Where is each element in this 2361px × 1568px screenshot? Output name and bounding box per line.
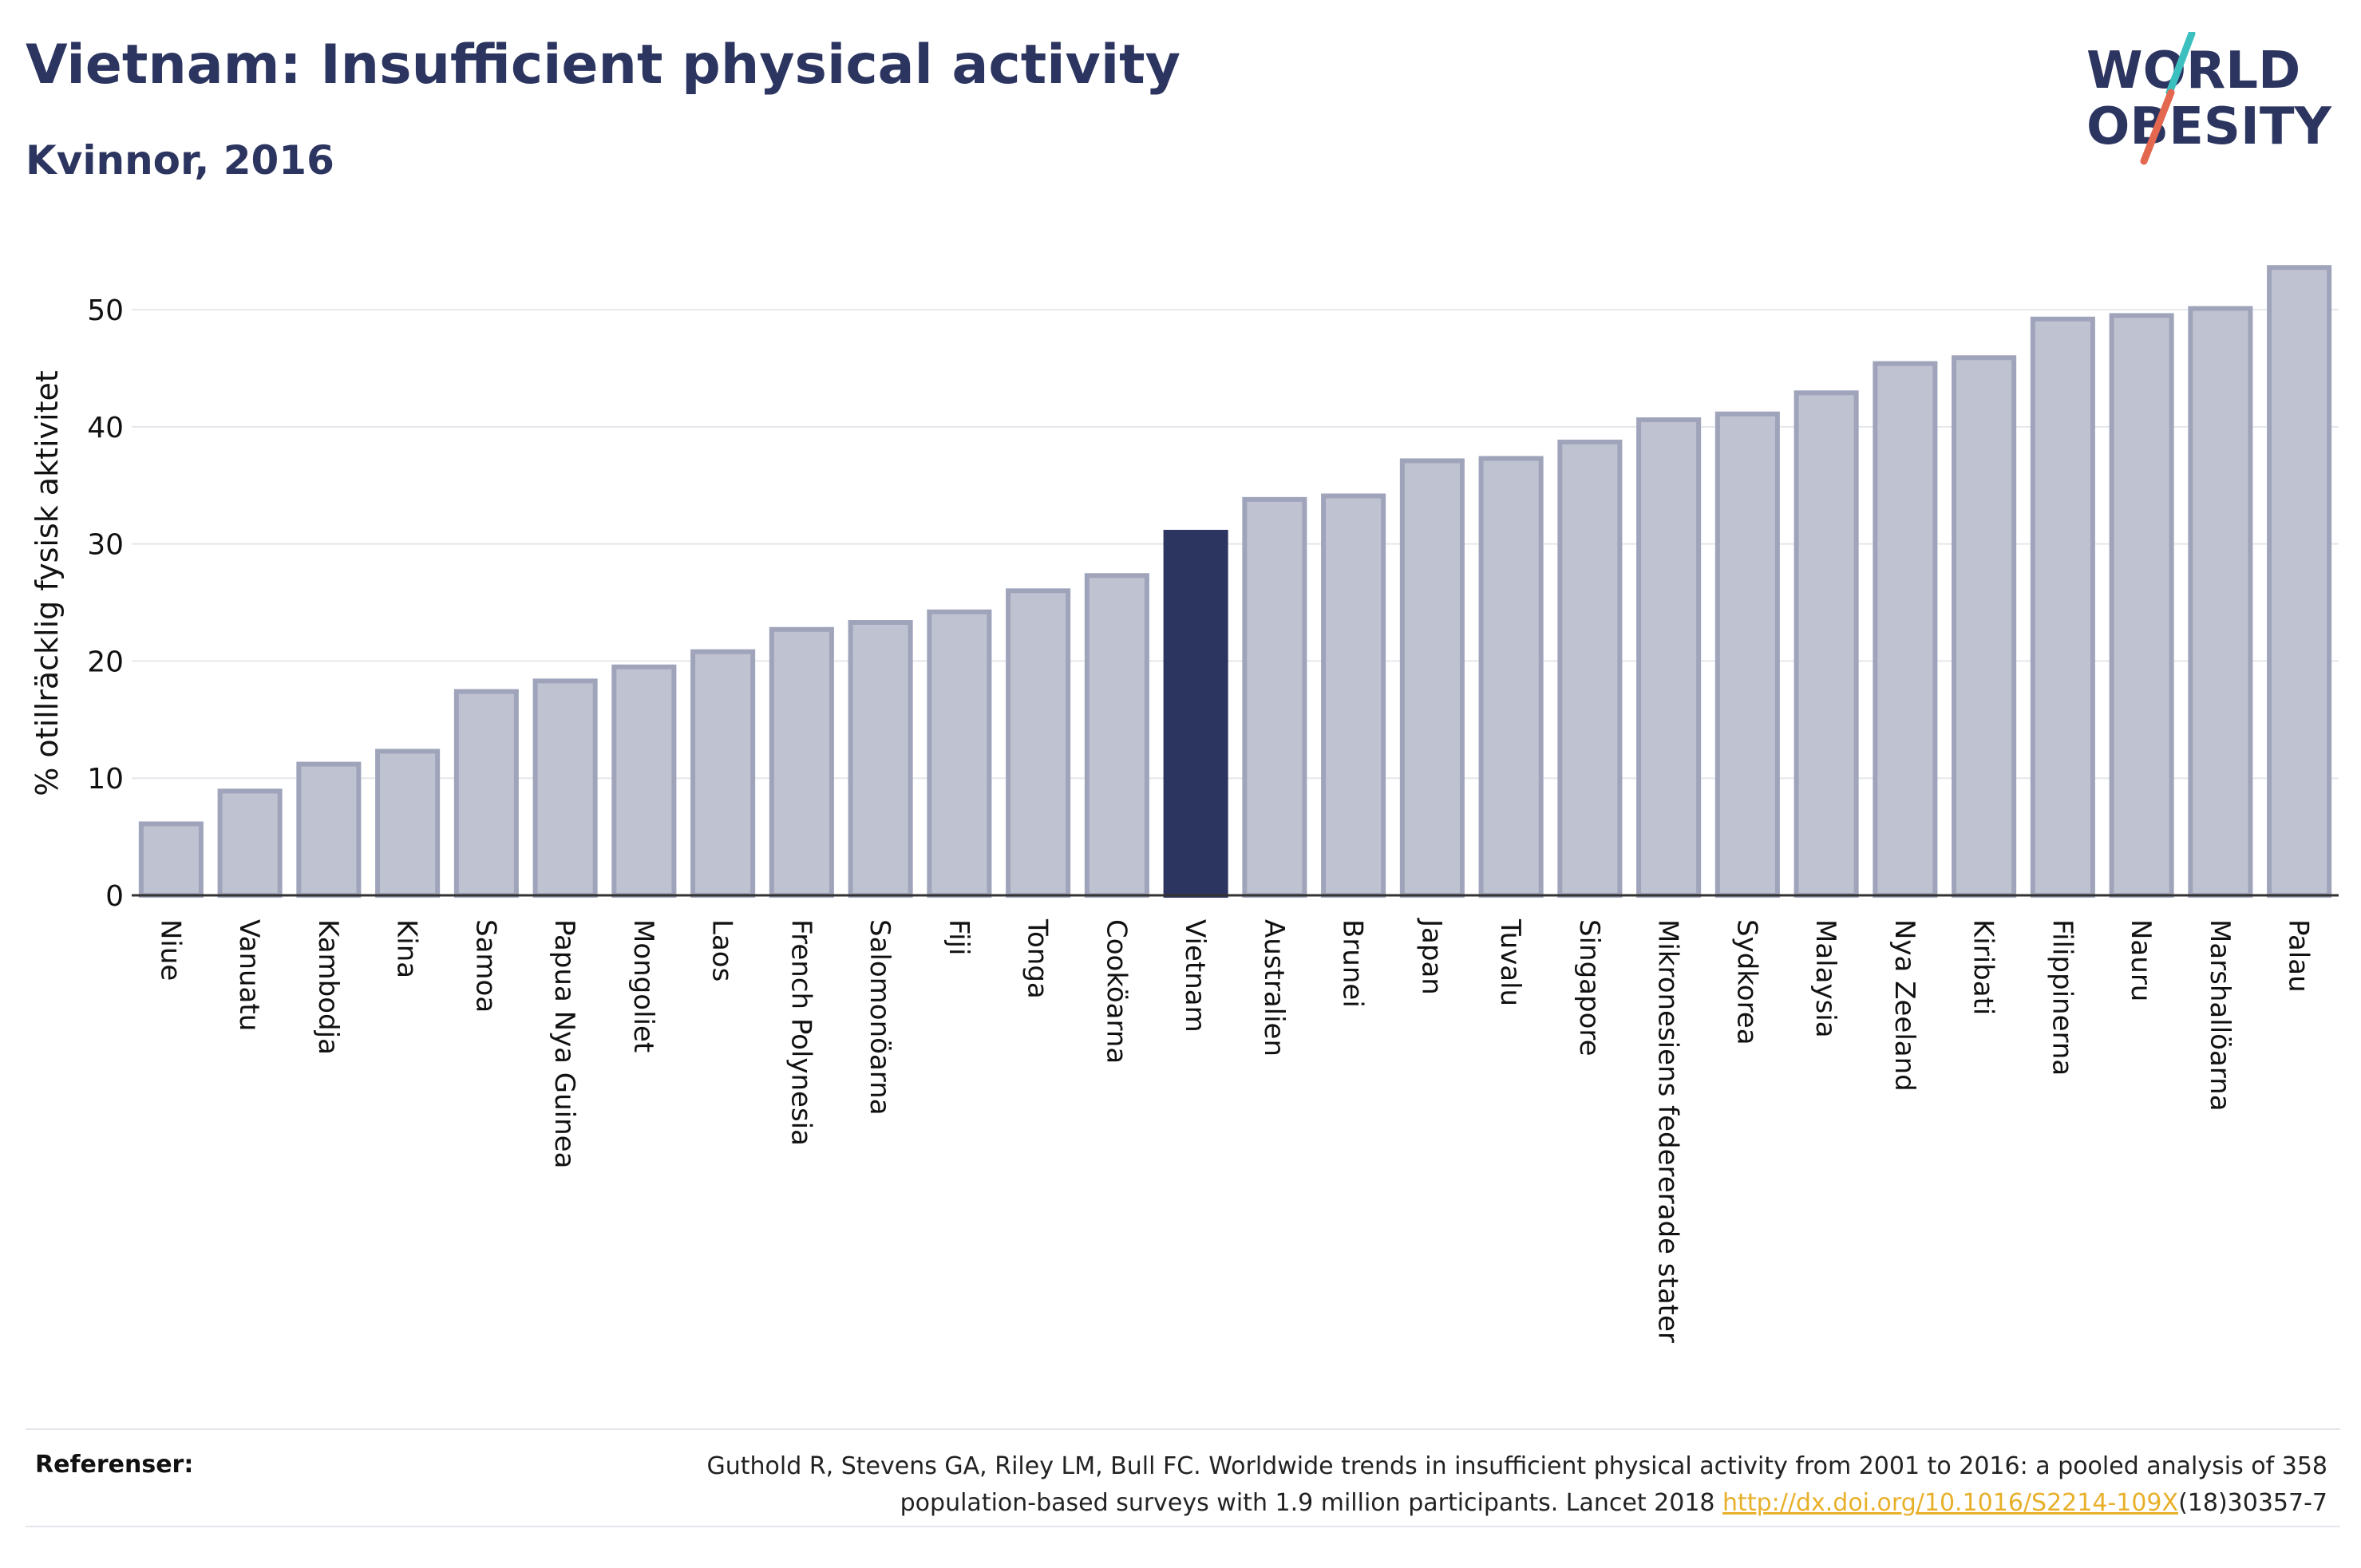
- references-label: Referenser:: [35, 1451, 194, 1479]
- bar-laos: [690, 649, 756, 899]
- reference-line-2: population-based surveys with 1.9 millio…: [900, 1489, 1723, 1517]
- x-tick-label: Nya Zeeland: [1888, 919, 1920, 1092]
- x-axis-labels: Niue Vanuatu Kambodja Kina Samoa Papua Nya Gu…: [154, 918, 2314, 1343]
- bar-sydkorea: [1714, 411, 1780, 898]
- y-axis-ticks: 0 10 20 30 40 50: [87, 294, 124, 913]
- doi-link[interactable]: http://dx.doi.org/10.1016/S2214-109X: [1722, 1489, 2179, 1517]
- chart-title: Vietnam: Insufficient physical activity: [26, 34, 1180, 97]
- bar-australien: [1242, 496, 1307, 898]
- y-tick-label: 10: [87, 763, 124, 796]
- x-tick-label: Malaysia: [1809, 919, 1841, 1038]
- bar-vietnam: [1163, 529, 1228, 898]
- bar-brunei: [1321, 493, 1386, 898]
- x-tick-label: Mongoliet: [627, 919, 659, 1053]
- bar-tuvalu: [1478, 456, 1544, 898]
- chart-subtitle: Kvinnor, 2016: [26, 137, 334, 184]
- x-tick-label: Australien: [1258, 919, 1290, 1057]
- x-tick-label: Filippinerna: [2046, 919, 2078, 1076]
- y-tick-label: 20: [87, 646, 124, 678]
- bar-palau: [2267, 265, 2332, 898]
- x-tick-label: French Polynesia: [785, 919, 817, 1146]
- y-axis-label: % otillräcklig fysisk aktivitet: [30, 370, 65, 796]
- bars: [138, 265, 2332, 899]
- bar-malaysia: [1793, 390, 1859, 898]
- x-tick-label: Fiji: [943, 919, 975, 955]
- bar-kiribati: [1952, 355, 2017, 898]
- x-tick-label: Kambodja: [312, 919, 344, 1055]
- x-tick-label: Kina: [391, 919, 423, 978]
- bar-papua-nya-guinea: [532, 678, 598, 898]
- y-tick-label: 30: [87, 529, 124, 562]
- x-tick-label: Samoa: [469, 919, 501, 1013]
- x-tick-label: Japan: [1415, 918, 1447, 995]
- bar-french-polynesia: [769, 626, 834, 899]
- footer-divider-bottom: [26, 1526, 2340, 1527]
- bar-samoa: [453, 689, 519, 898]
- reference-line-1: Guthold R, Stevens GA, Riley LM, Bull FC…: [706, 1452, 2327, 1480]
- x-tick-label: Palau: [2283, 919, 2315, 993]
- y-tick-label: 0: [105, 880, 124, 913]
- logo-text-world: WORLD: [2086, 41, 2300, 101]
- x-tick-label: Laos: [706, 919, 738, 981]
- bar-vanuatu: [217, 788, 283, 898]
- x-tick-label: Sydkorea: [1730, 919, 1762, 1045]
- footer-divider-top: [26, 1428, 2340, 1430]
- bar-chart: 0 10 20 30 40 50 Niue Vanuatu Kambodja Kina Samoa…: [30, 265, 2339, 1343]
- x-tick-label: Salomonöarna: [864, 919, 896, 1116]
- x-tick-label: Tonga: [1022, 918, 1054, 999]
- bar-fiji: [927, 609, 992, 898]
- bar-mongoliet: [611, 664, 677, 899]
- x-tick-label: Vanuatu: [233, 919, 265, 1031]
- x-tick-label: Tuvalu: [1494, 918, 1526, 1006]
- y-tick-label: 50: [87, 294, 124, 327]
- y-tick-label: 40: [87, 412, 124, 444]
- x-tick-label: Niue: [154, 919, 186, 981]
- x-tick-label: Marshallöarna: [2204, 919, 2236, 1112]
- x-tick-label: Brunei: [1337, 919, 1369, 1008]
- logo-slash-teal: [2165, 32, 2196, 97]
- bar-mikronesiens-federerade-stater: [1636, 417, 1702, 898]
- world-obesity-logo: WORLD OBESITY: [2086, 32, 2331, 165]
- logo-slash-red: [2140, 89, 2175, 165]
- bar-marshallöarna: [2188, 306, 2253, 898]
- bar-niue: [138, 821, 204, 898]
- bar-japan: [1399, 458, 1465, 898]
- bar-salomonöarna: [848, 619, 913, 898]
- logo-text-obesity: OBESITY: [2086, 97, 2331, 156]
- x-tick-label: Vietnam: [1179, 919, 1211, 1033]
- reference-line-3: (18)30357-7: [2178, 1489, 2327, 1517]
- bar-cooköarna: [1084, 573, 1149, 899]
- x-tick-label: Nauru: [2125, 919, 2157, 1001]
- bar-filippinerna: [2030, 316, 2095, 899]
- bar-nauru: [2109, 313, 2174, 898]
- bar-singapore: [1557, 439, 1623, 898]
- x-tick-label: Mikronesiens federerade stater: [1652, 919, 1684, 1343]
- x-tick-label: Singapore: [1573, 919, 1605, 1057]
- bar-nya-zeeland: [1873, 361, 1938, 899]
- x-tick-label: Cooköarna: [1100, 919, 1132, 1064]
- x-tick-label: Papua Nya Guinea: [548, 919, 580, 1168]
- bar-kina: [375, 748, 441, 898]
- references-text: Guthold R, Stevens GA, Riley LM, Bull FC…: [492, 1448, 2327, 1522]
- bar-kambodja: [296, 761, 362, 898]
- bar-tonga: [1006, 588, 1071, 898]
- x-tick-label: Kiribati: [1968, 919, 1999, 1015]
